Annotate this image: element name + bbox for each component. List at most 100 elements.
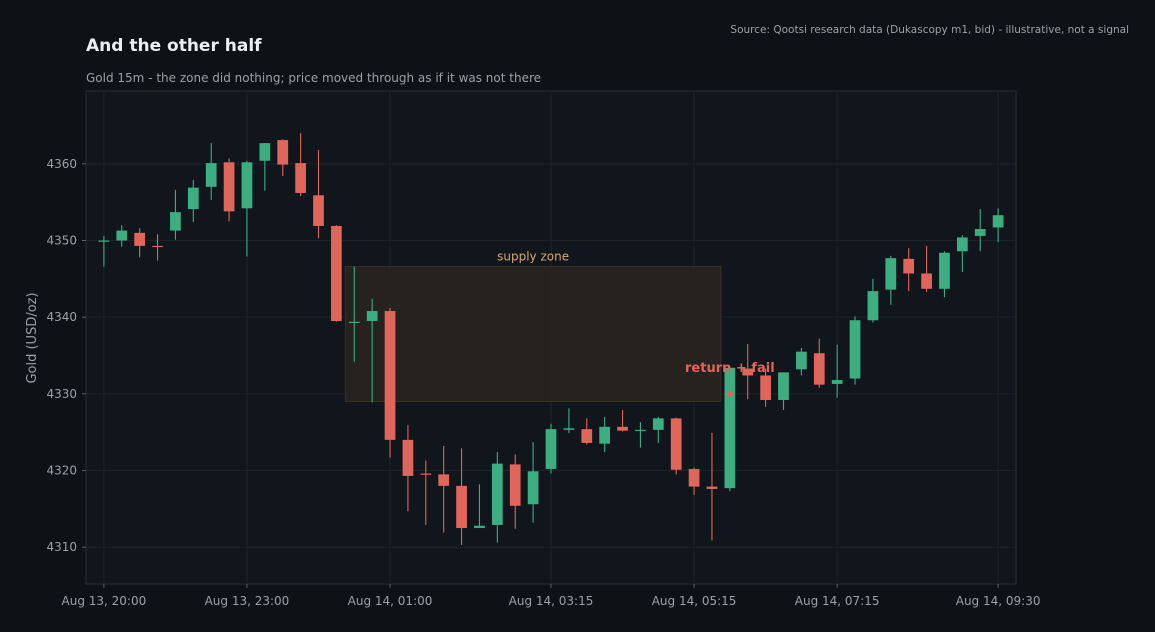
candle-body xyxy=(903,258,915,274)
candle xyxy=(885,255,897,305)
candle-body xyxy=(635,429,646,432)
chart-subtitle: Gold 15m - the zone did nothing; price m… xyxy=(86,71,541,85)
candle xyxy=(187,179,199,223)
candle-body xyxy=(116,230,128,241)
candle xyxy=(98,235,110,267)
supply-zone-layer: supply zone xyxy=(344,250,722,403)
candle-body xyxy=(831,380,843,384)
candle xyxy=(921,245,932,292)
candle-body xyxy=(563,428,575,430)
x-tick-label: Aug 14, 07:15 xyxy=(795,594,880,608)
candle-body xyxy=(205,163,217,187)
candle-body xyxy=(98,240,110,242)
supply-zone-rect xyxy=(344,266,722,403)
candle-body xyxy=(456,485,467,529)
candle-body xyxy=(295,163,306,193)
candle-body xyxy=(223,162,235,212)
annotation-text: return + fail xyxy=(685,361,775,376)
y-axis-label: Gold (USD/oz) xyxy=(25,292,40,383)
candle xyxy=(241,160,253,257)
candle-body xyxy=(277,140,289,165)
x-tick-label: Aug 13, 23:00 xyxy=(205,594,290,608)
candle-body xyxy=(348,321,360,323)
x-tick-label: Aug 14, 09:30 xyxy=(956,594,1041,608)
candle-body xyxy=(420,473,432,475)
candle xyxy=(295,133,306,197)
candle xyxy=(867,278,879,323)
y-tick-label: 4360 xyxy=(46,157,77,171)
candle xyxy=(313,150,324,239)
candle xyxy=(545,423,557,474)
candle-body xyxy=(760,375,771,400)
candle xyxy=(116,225,128,247)
candle xyxy=(939,251,950,298)
candle xyxy=(956,235,968,272)
x-tick-label: Aug 14, 01:00 xyxy=(348,594,433,608)
candle-body xyxy=(617,426,628,431)
candle xyxy=(563,408,575,433)
candle xyxy=(796,347,807,376)
candle xyxy=(581,418,593,445)
candle-body xyxy=(599,426,611,444)
y-tick-label: 4330 xyxy=(46,387,77,401)
candle-body xyxy=(724,367,736,489)
candle xyxy=(223,158,235,222)
candle xyxy=(760,368,771,407)
candle xyxy=(742,344,754,400)
candle-body xyxy=(688,468,700,487)
candle xyxy=(152,234,163,261)
candle xyxy=(778,372,789,410)
candle-body xyxy=(509,464,521,506)
candle-body xyxy=(152,245,163,248)
candle xyxy=(348,266,360,362)
annotation-layer: return + fail xyxy=(685,361,775,397)
candle-body xyxy=(885,258,897,290)
candle-body xyxy=(796,351,807,370)
candle-body xyxy=(706,486,718,489)
candle-body xyxy=(956,237,968,252)
y-tick-label: 4310 xyxy=(46,540,77,554)
candle-body xyxy=(939,252,950,289)
candle xyxy=(402,425,414,512)
candle-body xyxy=(474,525,485,529)
y-tick-label: 4340 xyxy=(46,310,77,324)
candle-body xyxy=(402,439,414,476)
candle xyxy=(277,139,289,177)
candle xyxy=(366,298,378,403)
candle-body xyxy=(992,215,1004,228)
candle-body xyxy=(849,320,861,379)
candle xyxy=(474,484,485,529)
candle-body xyxy=(867,291,879,321)
candle xyxy=(527,442,539,523)
candle-body xyxy=(652,418,664,430)
candle xyxy=(724,367,736,492)
candle-body xyxy=(491,463,503,525)
candles-layer xyxy=(98,133,1004,545)
candle-body xyxy=(778,372,789,400)
candle xyxy=(599,416,611,453)
candle xyxy=(205,143,217,200)
candle-body xyxy=(187,187,199,210)
candle xyxy=(831,344,843,398)
candle-body xyxy=(241,162,253,209)
candle-body xyxy=(545,429,557,469)
candle-body xyxy=(670,418,682,470)
candle xyxy=(688,467,700,496)
candle-body xyxy=(259,143,271,161)
candle xyxy=(170,189,181,240)
candle xyxy=(635,422,646,448)
source-note: Source: Qootsi research data (Dukascopy … xyxy=(730,24,1129,36)
annotation-marker xyxy=(726,390,733,397)
candle-body xyxy=(438,474,450,486)
candle xyxy=(849,316,861,385)
candle-body xyxy=(384,311,396,440)
candle xyxy=(456,448,467,545)
candle xyxy=(652,416,664,443)
candle xyxy=(420,460,432,525)
candle-body xyxy=(527,471,539,505)
x-tick-label: Aug 13, 20:00 xyxy=(62,594,147,608)
candle-body xyxy=(313,195,324,226)
candle xyxy=(331,225,342,322)
supply-zone-label: supply zone xyxy=(497,250,569,264)
